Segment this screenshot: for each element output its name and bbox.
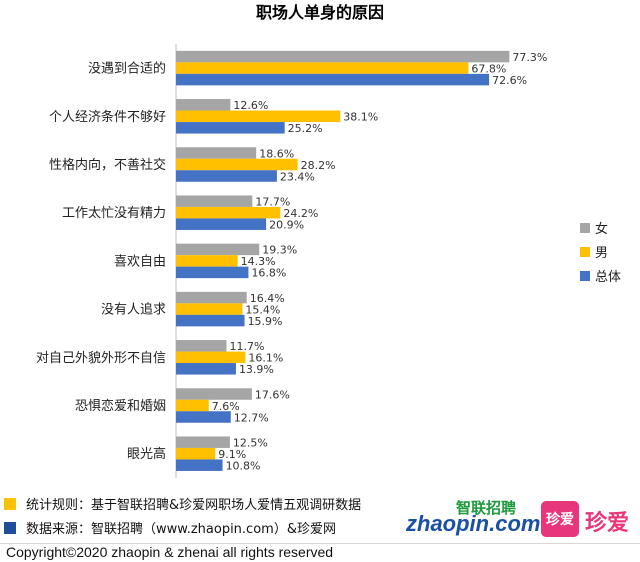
value-label: 16.8% — [251, 267, 286, 280]
zhaopin-logo-cn: 智联招聘 — [456, 499, 517, 517]
value-label: 14.3% — [241, 255, 276, 268]
bar-总体-5 — [176, 266, 249, 279]
bar-女-3 — [176, 147, 257, 159]
bar-男-5 — [176, 255, 238, 267]
value-label: 15.4% — [245, 303, 280, 316]
note-source-text: 数据来源：智联招聘（www.zhaopin.com）&珍爱网 — [26, 522, 336, 537]
value-label: 77.3% — [512, 51, 547, 64]
bar-女-4 — [176, 195, 253, 207]
chart-title: 职场人单身的原因 — [256, 3, 384, 22]
bar-男-3 — [176, 158, 298, 171]
bar-女-9 — [176, 436, 230, 448]
legend-label: 女 — [595, 221, 608, 237]
category-label: 喜欢自由 — [114, 254, 166, 269]
category-label: 没遇到合适的 — [88, 61, 166, 77]
value-label: 12.7% — [234, 411, 269, 424]
bar-男-4 — [176, 206, 281, 219]
value-label: 7.6% — [212, 400, 240, 413]
value-label: 12.5% — [233, 436, 268, 449]
bar-男-2 — [176, 110, 341, 123]
category-label: 眼光高 — [127, 446, 166, 462]
category-label: 对自己外貌外形不自信 — [36, 351, 166, 366]
bar-总体-9 — [176, 459, 223, 471]
legend-label: 男 — [595, 246, 608, 261]
value-label: 13.9% — [239, 363, 274, 376]
category-label: 个人经济条件不够好 — [49, 109, 166, 125]
bar-女-1 — [176, 50, 510, 63]
value-label: 67.8% — [471, 62, 506, 75]
footer-note-source: 数据来源：智联招聘（www.zhaopin.com）&珍爱网 — [4, 518, 336, 537]
footer-note-rule: 统计规则：基于智联招聘&珍爱网职场人爱情五观调研数据 — [4, 494, 361, 513]
bar-男-9 — [176, 447, 216, 460]
category-label: 没有人追求 — [101, 302, 166, 318]
value-label: 15.9% — [248, 315, 283, 328]
value-label: 24.2% — [283, 207, 318, 220]
bar-chart: 职场人单身的原因 没遇到合适的个人经济条件不够好性格内向，不善社交工作太忙没有精… — [36, 3, 621, 478]
value-label: 20.9% — [269, 218, 304, 231]
bar-总体-2 — [176, 122, 285, 134]
bar-总体-6 — [176, 314, 245, 327]
bar-总体-7 — [176, 363, 236, 375]
category-labels: 没遇到合适的个人经济条件不够好性格内向，不善社交工作太忙没有精力喜欢自由没有人追… — [36, 61, 166, 463]
value-label: 11.7% — [229, 340, 264, 353]
value-labels: 77.3% 67.8%72.6% 12.6% 38.1% 25.2% 18.6% 28.2%… — [212, 51, 548, 473]
value-label: 16.4% — [250, 292, 285, 305]
bar-男-8 — [176, 399, 209, 412]
value-label: 10.8% — [226, 459, 261, 472]
bar-总体-3 — [176, 170, 277, 182]
copyright-text: Copyright©2020 zhaopin & zhenai all righ… — [6, 544, 334, 560]
bars — [176, 50, 510, 471]
bar-女-8 — [176, 388, 252, 400]
category-label: 工作太忙没有精力 — [62, 206, 166, 221]
bar-总体-8 — [176, 411, 231, 423]
bar-女-2 — [176, 99, 231, 111]
value-label: 16.1% — [248, 352, 283, 365]
footer-divider — [0, 543, 640, 544]
value-label: 18.6% — [259, 147, 294, 160]
value-label: 12.6% — [233, 99, 268, 112]
zhenai-badge-logo: 珍爱 — [541, 501, 579, 537]
note-source-marker — [4, 521, 16, 534]
value-label: 25.2% — [288, 122, 323, 135]
legend-swatch-总体 — [580, 271, 590, 281]
category-label: 恐惧恋爱和婚姻 — [75, 398, 166, 414]
value-label: 19.3% — [262, 244, 297, 257]
bar-女-5 — [176, 243, 260, 256]
note-rule-marker — [4, 497, 16, 510]
bar-女-7 — [176, 340, 227, 352]
value-label: 38.1% — [343, 111, 378, 124]
zhaopin-logo-en: zhaopin.com — [406, 511, 541, 536]
value-label: 28.2% — [301, 159, 336, 172]
bar-男-1 — [176, 62, 469, 74]
legend-label: 总体 — [595, 270, 621, 285]
note-rule-text: 统计规则：基于智联招聘&珍爱网职场人爱情五观调研数据 — [26, 498, 362, 513]
legend-swatch-女 — [580, 223, 590, 233]
value-label: 23.4% — [280, 170, 315, 183]
bar-男-7 — [176, 351, 246, 364]
bar-女-6 — [176, 291, 247, 304]
bar-总体-1 — [176, 73, 490, 86]
bar-总体-4 — [176, 218, 267, 230]
value-label: 9.1% — [218, 448, 246, 461]
bar-男-6 — [176, 303, 243, 315]
value-label: 72.6% — [492, 74, 527, 87]
value-label: 17.7% — [255, 195, 290, 208]
legend-swatch-男 — [580, 247, 590, 257]
category-label: 性格内向，不善社交 — [49, 157, 166, 173]
zhenai-text-logo: 珍爱 — [585, 511, 630, 536]
value-label: 17.6% — [255, 388, 290, 401]
